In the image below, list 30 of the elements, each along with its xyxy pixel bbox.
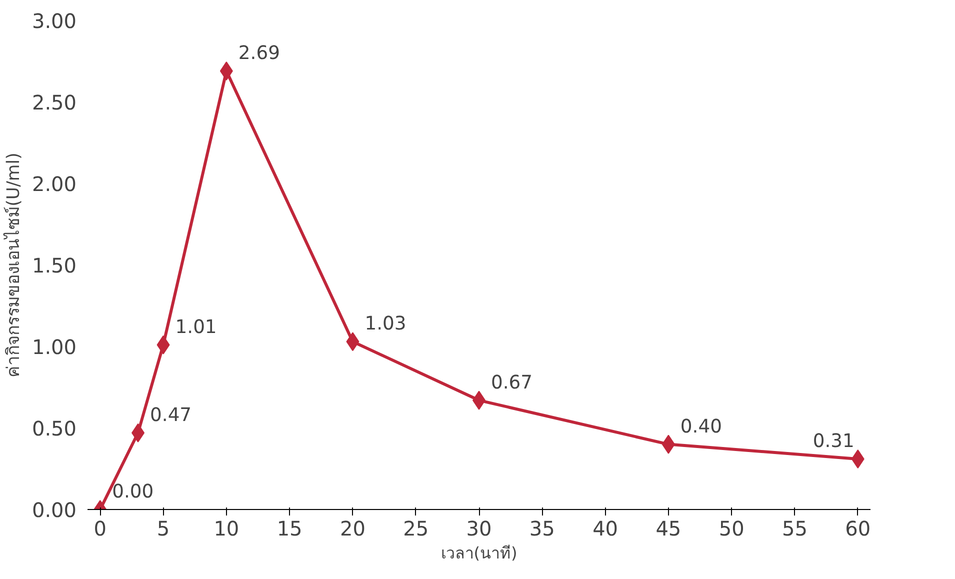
data-label: 0.31 bbox=[812, 430, 854, 452]
x-tick-label: 50 bbox=[718, 516, 744, 540]
x-tick-label: 10 bbox=[214, 516, 240, 540]
y-tick-label: 1.00 bbox=[32, 335, 76, 359]
x-tick-label: 30 bbox=[466, 516, 492, 540]
x-tick-label: 45 bbox=[656, 516, 682, 540]
data-label: 0.40 bbox=[680, 416, 722, 438]
y-tick-label: 0.50 bbox=[32, 416, 76, 440]
data-label: 1.01 bbox=[175, 316, 217, 338]
x-tick-label: 0 bbox=[94, 516, 106, 540]
y-tick-label: 2.50 bbox=[32, 90, 76, 114]
x-tick-label: 40 bbox=[592, 516, 618, 540]
x-tick-label: 25 bbox=[403, 516, 429, 540]
y-tick-label: 0.00 bbox=[32, 498, 76, 522]
data-label: 1.03 bbox=[364, 314, 406, 335]
y-tick-label: 3.00 bbox=[32, 9, 76, 33]
data-label: 0.67 bbox=[491, 372, 533, 394]
x-tick-label: 5 bbox=[156, 516, 170, 540]
x-tick-label: 55 bbox=[782, 516, 808, 540]
x-tick-label: 60 bbox=[845, 516, 871, 540]
x-tick-label: 35 bbox=[529, 516, 555, 540]
data-label: 0.47 bbox=[150, 404, 192, 426]
data-label: 0.00 bbox=[112, 482, 154, 502]
y-tick-label: 1.50 bbox=[32, 254, 76, 278]
x-axis-title: เวลา(นาที) bbox=[440, 544, 518, 562]
x-tick-label: 15 bbox=[276, 516, 302, 540]
y-tick-label: 2.00 bbox=[32, 172, 76, 196]
x-tick-label: 20 bbox=[340, 516, 366, 540]
y-axis-title: ค่ากิจกรรมของเอนไซม์(U/ml) bbox=[2, 152, 24, 378]
data-label: 2.69 bbox=[238, 43, 280, 64]
